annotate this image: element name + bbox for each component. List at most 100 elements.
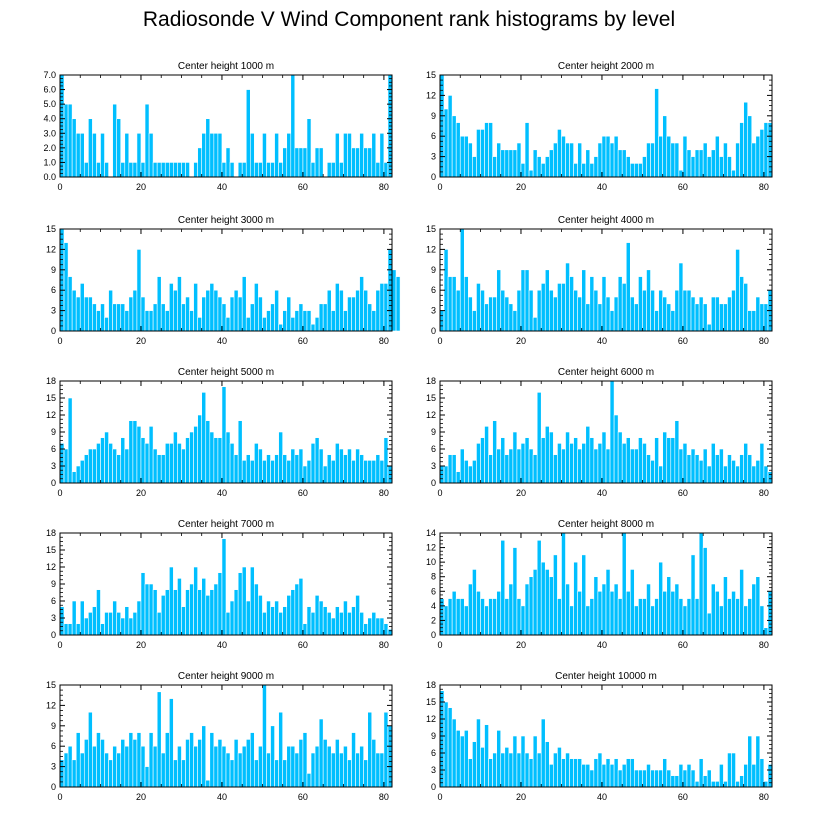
- histogram-bar: [601, 135, 607, 178]
- histogram-bar: [544, 569, 550, 636]
- histogram-bar: [666, 303, 672, 332]
- histogram-bar: [237, 752, 243, 788]
- histogram-bar: [197, 147, 203, 178]
- histogram-bar: [569, 758, 574, 788]
- histogram-bar: [164, 162, 170, 178]
- histogram-bar: [359, 132, 364, 178]
- x-tick-label: 80: [379, 336, 389, 346]
- histogram-bar: [177, 276, 182, 332]
- histogram-bar: [702, 775, 708, 788]
- histogram-bar: [132, 612, 138, 636]
- histogram-bar: [613, 296, 619, 332]
- histogram-bar: [318, 147, 324, 178]
- panel-title: Center height 4000 m: [558, 215, 654, 226]
- histogram-bar: [83, 617, 89, 636]
- histogram-bar: [540, 437, 546, 484]
- histogram-bar: [124, 448, 130, 484]
- histogram-bar: [617, 149, 623, 178]
- y-tick-label: 12: [46, 410, 56, 420]
- histogram-bar: [504, 149, 510, 178]
- histogram-bar: [480, 747, 485, 788]
- histogram-bar: [330, 460, 336, 484]
- histogram-bar: [193, 426, 198, 484]
- histogram-bar: [759, 303, 765, 332]
- x-tick-label: 0: [437, 792, 442, 802]
- histogram-bar: [249, 566, 255, 636]
- histogram-bar: [565, 583, 570, 636]
- histogram-bar: [492, 296, 497, 332]
- histogram-bar: [213, 132, 219, 178]
- histogram-bar: [169, 283, 174, 332]
- histogram-bar: [715, 454, 720, 484]
- histogram-bar: [83, 739, 89, 788]
- histogram-bar: [508, 448, 514, 484]
- histogram-bar: [492, 752, 497, 788]
- histogram-bar: [128, 617, 134, 636]
- histogram-bar: [164, 443, 170, 484]
- histogram-bar: [112, 448, 117, 484]
- histogram-bar: [549, 764, 554, 788]
- histogram-bar: [181, 162, 186, 178]
- histogram-bar: [727, 296, 732, 332]
- histogram-bar: [262, 460, 267, 484]
- histogram-bar: [739, 276, 744, 332]
- histogram-bar: [152, 745, 158, 788]
- histogram-bar: [339, 752, 344, 788]
- histogram-bar: [156, 612, 162, 636]
- histogram-bar: [593, 156, 599, 178]
- histogram-bar: [185, 589, 190, 636]
- x-tick-label: 40: [597, 488, 607, 498]
- histogram-bar: [302, 310, 308, 332]
- histogram-bar: [463, 605, 469, 636]
- histogram-bar: [549, 289, 554, 332]
- histogram-bar: [520, 443, 526, 484]
- histogram-bar: [544, 741, 550, 788]
- histogram-bar: [451, 718, 457, 788]
- histogram-bar: [638, 276, 643, 332]
- histogram-bar: [524, 437, 530, 484]
- histogram-bar: [484, 122, 489, 178]
- y-tick-label: 12: [46, 244, 56, 254]
- histogram-bar: [488, 122, 493, 178]
- histogram-bar: [116, 612, 122, 636]
- histogram-bar: [516, 289, 522, 332]
- histogram-bar: [690, 448, 696, 484]
- y-tick-label: 3: [431, 306, 436, 316]
- histogram-bar: [326, 745, 332, 788]
- histogram-bar: [723, 465, 728, 484]
- histogram-bar: [164, 310, 170, 332]
- histogram-bar: [375, 162, 381, 178]
- histogram-bar: [463, 135, 469, 178]
- y-tick-label: 0: [431, 172, 436, 182]
- y-tick-label: 0.0: [43, 172, 56, 182]
- histogram-bar: [557, 747, 562, 788]
- histogram-bar: [613, 758, 619, 788]
- histogram-bar: [763, 781, 769, 788]
- histogram-bar: [524, 122, 530, 178]
- x-tick-label: 0: [57, 792, 62, 802]
- histogram-bar: [755, 735, 761, 788]
- histogram-bar: [318, 718, 324, 788]
- histogram-bar: [593, 576, 599, 636]
- y-tick-label: 12: [426, 244, 436, 254]
- y-tick-label: 12: [426, 543, 436, 553]
- histogram-bar: [463, 276, 469, 332]
- histogram-bar: [144, 443, 150, 484]
- histogram-bar: [629, 163, 635, 178]
- histogram-bar: [472, 741, 477, 788]
- histogram-bar: [314, 745, 320, 788]
- histogram-bar: [75, 623, 81, 636]
- histogram-bar: [617, 769, 623, 788]
- histogram-bar: [254, 283, 259, 332]
- histogram-bar: [540, 561, 546, 636]
- histogram-bar: [193, 162, 198, 178]
- y-tick-label: 5.0: [43, 99, 56, 109]
- x-tick-label: 40: [217, 640, 227, 650]
- histogram-bar: [148, 310, 154, 332]
- histogram-bar: [233, 289, 239, 332]
- histogram-bar: [310, 752, 316, 788]
- histogram-bar: [747, 454, 753, 484]
- histogram-bar: [755, 135, 761, 178]
- histogram-bar: [719, 764, 724, 788]
